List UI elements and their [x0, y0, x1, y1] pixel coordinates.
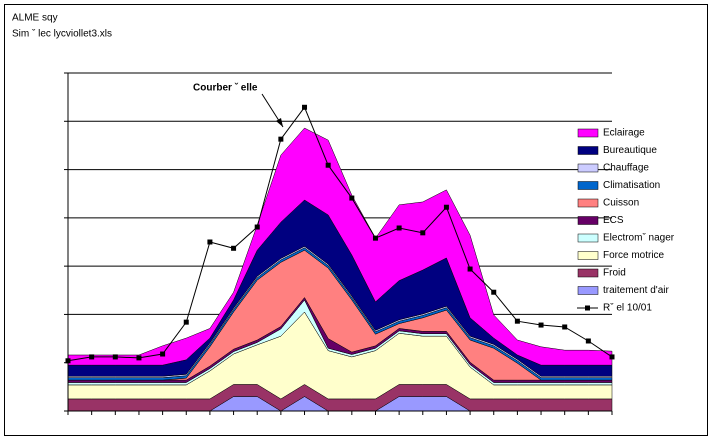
legend-swatch	[577, 233, 599, 243]
line-marker	[538, 322, 544, 328]
legend-swatch	[577, 181, 599, 190]
annotation: Courber ˇ elle	[193, 83, 258, 94]
chart-title: ALME sqy	[12, 13, 58, 24]
legend-label: traitement d'air	[603, 285, 669, 296]
line-marker	[609, 354, 615, 360]
line-series	[67, 106, 613, 362]
annotation-arrowhead	[276, 118, 283, 127]
line-marker	[349, 195, 355, 201]
legend-label: Froid	[603, 268, 626, 279]
line-marker	[372, 235, 378, 241]
legend-swatch	[577, 198, 599, 208]
legend-swatch	[577, 128, 599, 138]
legend-swatch	[577, 163, 599, 173]
line-marker	[65, 358, 71, 364]
legend-label: ECS	[603, 215, 624, 226]
line-marker	[207, 239, 213, 245]
line-marker	[160, 351, 166, 357]
legend-swatch	[577, 146, 599, 155]
line-marker	[420, 230, 426, 236]
legend-label: Eclairage	[603, 128, 645, 139]
legend-label: Rˇ el 10/01	[603, 302, 652, 314]
legend-swatch	[577, 268, 599, 278]
line-marker	[443, 204, 449, 210]
legend-label: Electromˇ nager	[603, 232, 675, 244]
line-marker	[136, 355, 142, 361]
line-marker	[302, 104, 308, 110]
legend-marker	[585, 305, 590, 311]
legend-label: Force motrice	[603, 250, 665, 261]
line-marker	[585, 338, 591, 344]
line-marker	[491, 289, 497, 295]
line-marker	[396, 225, 402, 231]
legend-label: Cuisson	[603, 198, 639, 209]
line-marker	[325, 162, 331, 168]
line-marker	[89, 354, 95, 360]
line-marker	[467, 266, 473, 272]
line-marker	[183, 319, 189, 325]
line-marker	[514, 318, 520, 324]
legend-swatch	[577, 251, 599, 260]
legend-swatch	[577, 216, 599, 225]
legend-label: Climatisation	[603, 180, 660, 191]
line-marker	[254, 224, 260, 230]
line-marker	[562, 324, 568, 330]
line-marker	[231, 245, 237, 251]
legend-label: Bureautique	[603, 145, 657, 156]
legend-swatch	[577, 286, 599, 295]
line-marker	[112, 354, 118, 360]
chart-subtitle: Sim ˇ lec lycviollet3.xls	[12, 28, 112, 40]
line-marker	[278, 136, 284, 142]
legend-label: Chauffage	[603, 163, 649, 174]
